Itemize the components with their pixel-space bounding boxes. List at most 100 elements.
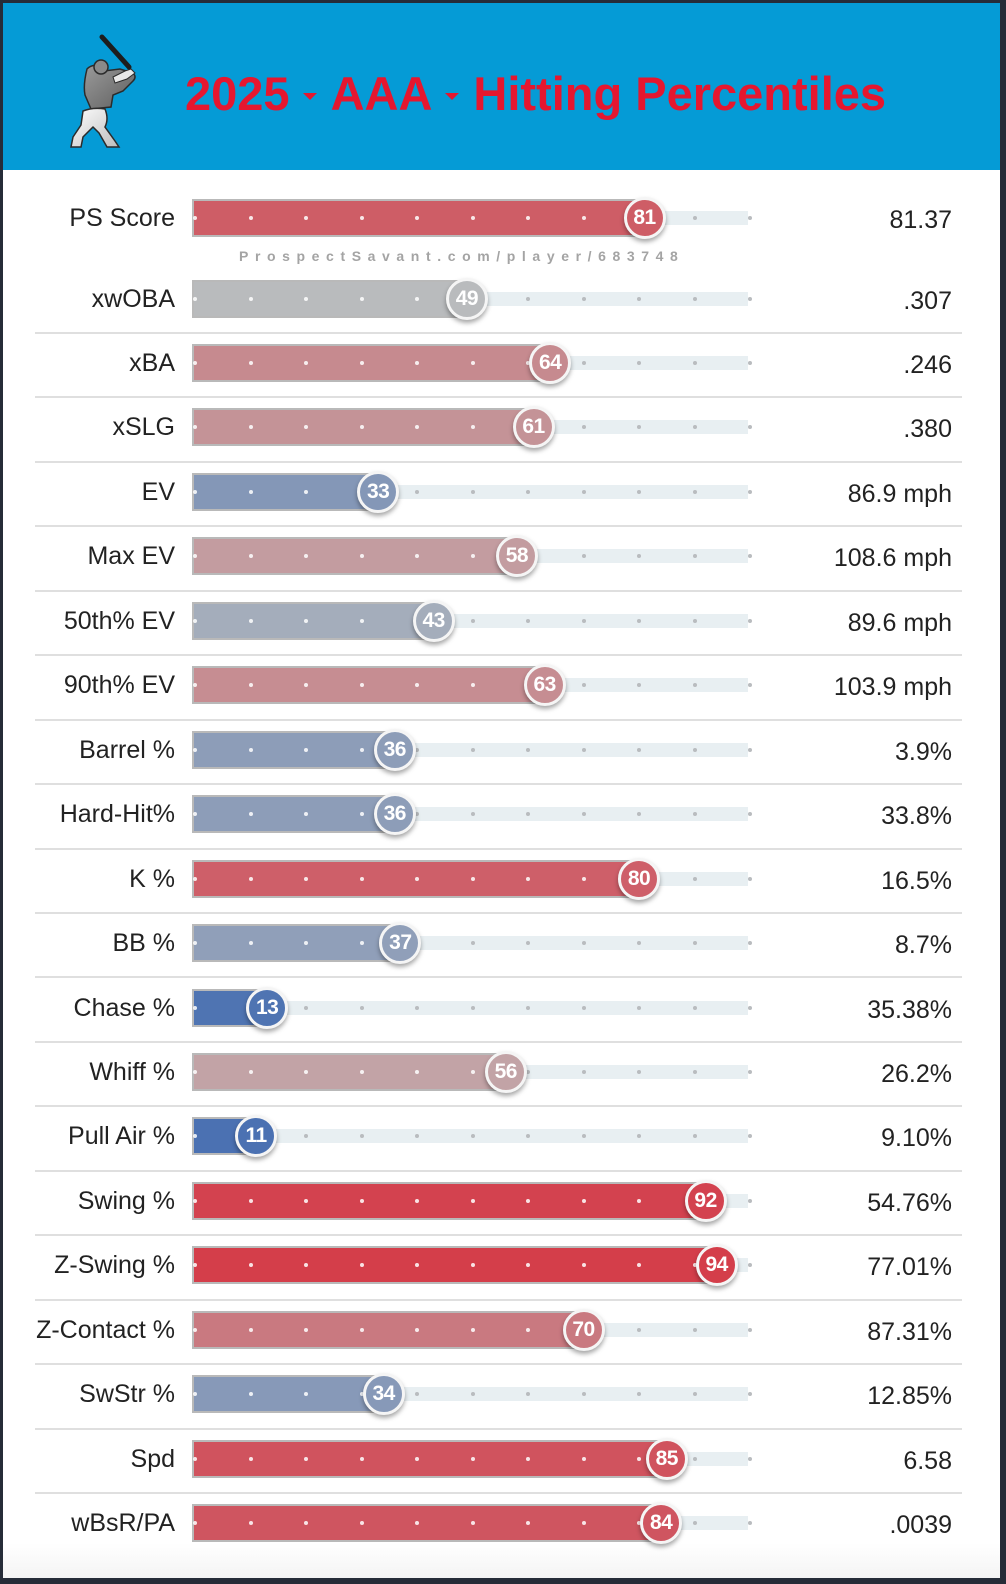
stat-value: 8.7% <box>895 931 952 960</box>
grid-dot <box>304 1392 308 1397</box>
table-row: wBsR/PA 84 .0039 <box>3 1494 1000 1558</box>
metric-label: BB % <box>112 929 175 958</box>
percentile-badge[interactable]: 70 <box>562 1308 605 1351</box>
grid-dot <box>415 361 419 365</box>
grid-dot <box>415 1327 419 1332</box>
grid-dot <box>248 1198 253 1203</box>
grid-dot <box>470 1005 475 1010</box>
table-row: xwOBA 49 .307 <box>3 270 1000 334</box>
grid-dot <box>470 1327 475 1332</box>
row-divider <box>35 460 962 463</box>
grid-dot <box>415 812 419 817</box>
season-dropdown[interactable]: 2025 <box>185 66 331 121</box>
grid-dot <box>304 297 308 301</box>
grid-dot <box>637 1263 641 1268</box>
grid-dot <box>581 425 586 430</box>
row-divider <box>35 912 962 915</box>
grid-dot <box>470 1198 475 1203</box>
grid-dot <box>415 747 419 752</box>
grid-dot <box>526 1392 530 1397</box>
percentile-badge[interactable]: 13 <box>246 986 289 1029</box>
percentile-badge[interactable]: 58 <box>495 535 538 578</box>
stat-value: 35.38% <box>867 995 952 1024</box>
percentile-badge[interactable]: 85 <box>645 1437 688 1480</box>
grid-dot <box>415 489 419 494</box>
grid-dot <box>193 941 197 946</box>
percentile-badge[interactable]: 61 <box>512 406 555 449</box>
grid-dot <box>248 297 253 301</box>
grid-dot <box>692 425 697 430</box>
percentile-badge[interactable]: 33 <box>357 470 400 513</box>
row-divider <box>35 1040 962 1043</box>
grid-dot <box>470 747 475 752</box>
table-row: Hard-Hit% 36 33.8% <box>3 785 1000 850</box>
percentile-badge[interactable]: 81 <box>623 197 666 239</box>
percentile-badge[interactable]: 94 <box>695 1244 738 1287</box>
table-row: PS Score 81 81.37 ProspectSavant.com/player… <box>3 170 1000 270</box>
grid-dot <box>304 361 308 365</box>
grid-dot <box>359 554 364 559</box>
stat-value: 103.9 mph <box>833 673 952 702</box>
grid-dot <box>748 489 752 494</box>
percentile-badge[interactable]: 84 <box>640 1502 683 1545</box>
grid-dot <box>692 683 697 688</box>
grid-dot <box>470 1069 475 1074</box>
grid-dot <box>304 812 308 817</box>
percentile-badge[interactable]: 37 <box>379 922 422 965</box>
grid-dot <box>193 554 197 559</box>
grid-dot <box>415 1198 419 1203</box>
percentile-badge[interactable]: 11 <box>235 1115 278 1158</box>
percentile-badge[interactable]: 63 <box>523 664 566 707</box>
grid-dot <box>304 747 308 752</box>
stat-value: .380 <box>903 415 952 444</box>
grid-dot <box>415 1263 419 1268</box>
grid-dot <box>581 1392 586 1397</box>
grid-dot <box>637 425 641 430</box>
percentile-badge[interactable]: 64 <box>529 342 572 384</box>
grid-dot <box>526 297 530 301</box>
player-url-watermark[interactable]: ProspectSavant.com/player/683748 <box>239 248 685 264</box>
row-divider <box>35 1105 962 1108</box>
grid-dot <box>526 1198 530 1203</box>
grid-dot <box>692 747 697 752</box>
grid-dot <box>581 361 586 365</box>
grid-dot <box>359 1392 364 1397</box>
row-divider <box>35 1492 962 1495</box>
percentile-card: 2025 AAA Hitting Percentiles PS Score 81 8… <box>3 3 1000 1578</box>
grid-dot <box>526 876 530 881</box>
stat-value: 6.58 <box>903 1446 952 1475</box>
stat-value: 77.01% <box>867 1253 952 1282</box>
grid-dot <box>415 1456 419 1461</box>
table-row: xBA 64 .246 <box>3 334 1000 399</box>
percentile-badge[interactable]: 34 <box>362 1373 405 1416</box>
percentile-badge[interactable]: 49 <box>445 278 488 320</box>
metric-label: Barrel % <box>79 735 175 764</box>
grid-dot <box>581 554 586 559</box>
metric-label: wBsR/PA <box>71 1509 175 1538</box>
percentile-badge[interactable]: 92 <box>684 1179 727 1222</box>
grid-dot <box>748 747 752 752</box>
grid-dot <box>248 618 253 623</box>
metric-label: Z-Contact % <box>36 1315 175 1344</box>
grid-dot <box>748 361 752 365</box>
percentile-badge[interactable]: 43 <box>412 599 455 642</box>
metric-label: Pull Air % <box>68 1122 175 1151</box>
percentile-bar <box>192 1052 507 1091</box>
stat-value: 12.85% <box>867 1382 952 1411</box>
percentile-badge[interactable]: 56 <box>484 1050 527 1093</box>
table-row: SwStr % 34 12.85% <box>3 1365 1000 1430</box>
grid-dot <box>526 1005 530 1010</box>
percentile-badge[interactable]: 80 <box>618 857 660 900</box>
grid-dot <box>692 1069 697 1074</box>
percentile-badge[interactable]: 36 <box>373 793 416 836</box>
grid-dot <box>637 1198 641 1203</box>
percentile-badge[interactable]: 36 <box>373 728 416 771</box>
level-dropdown[interactable]: AAA <box>331 66 474 121</box>
table-row: 90th% EV 63 103.9 mph <box>3 656 1000 721</box>
grid-dot <box>248 1327 253 1332</box>
row-divider <box>35 396 962 399</box>
grid-dot <box>359 1521 364 1526</box>
header: 2025 AAA Hitting Percentiles <box>3 3 1000 170</box>
row-divider <box>35 783 962 786</box>
grid-dot <box>193 618 197 623</box>
